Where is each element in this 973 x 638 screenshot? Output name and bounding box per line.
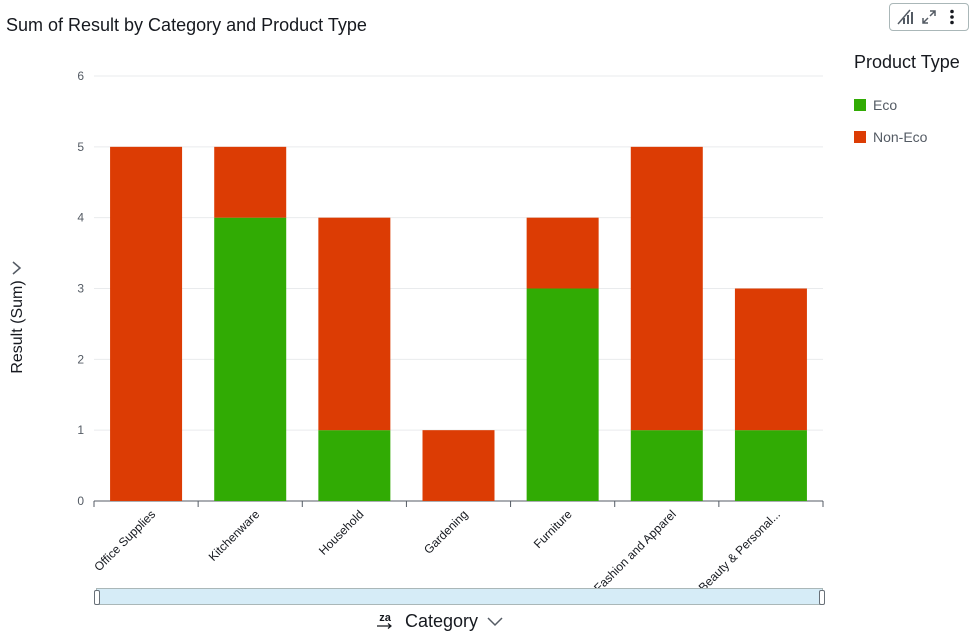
bar-eco bbox=[526, 288, 599, 501]
sort-descending-icon[interactable]: za bbox=[377, 611, 393, 629]
bar-non-eco bbox=[422, 430, 495, 501]
x-tick-label: Fashion and Apparel bbox=[591, 507, 679, 595]
bar-eco bbox=[734, 430, 807, 501]
x-axis-scrollbar[interactable] bbox=[94, 588, 825, 605]
y-tick-label: 2 bbox=[77, 352, 84, 366]
legend-title: Product Type bbox=[854, 52, 960, 72]
y-axis-title-area[interactable]: Result (Sum) bbox=[0, 262, 36, 392]
x-tick-label: Gardening bbox=[421, 507, 471, 557]
legend-swatch-eco bbox=[854, 99, 866, 111]
legend-swatch-non-eco bbox=[854, 131, 866, 143]
y-tick-label: 5 bbox=[77, 140, 84, 154]
bar-eco bbox=[214, 217, 287, 501]
scrollbar-left-handle[interactable] bbox=[94, 590, 100, 605]
bar-eco bbox=[318, 430, 391, 501]
x-tick-label: Household bbox=[316, 507, 366, 557]
expand-icon[interactable] bbox=[918, 6, 940, 28]
y-axis-title: Result (Sum) bbox=[9, 280, 26, 374]
y-tick-label: 6 bbox=[77, 69, 84, 83]
x-tick-label: Beauty & Personal... bbox=[696, 507, 783, 594]
chevron-down-icon[interactable] bbox=[486, 615, 504, 627]
x-axis-title-control[interactable]: za Category bbox=[377, 608, 504, 634]
legend-label-eco: Eco bbox=[873, 97, 898, 113]
scrollbar-right-handle[interactable] bbox=[819, 590, 825, 605]
bar-chart-icon[interactable] bbox=[895, 6, 917, 28]
x-tick-label: Furniture bbox=[531, 507, 575, 551]
y-tick-label: 4 bbox=[77, 211, 84, 225]
y-tick-label: 1 bbox=[77, 423, 84, 437]
legend: Product Type Eco Non-Eco bbox=[854, 52, 960, 159]
bar-non-eco bbox=[526, 217, 599, 289]
x-tick-label: Kitchenware bbox=[206, 507, 263, 564]
y-tick-label: 0 bbox=[77, 494, 84, 508]
legend-item-eco[interactable]: Eco bbox=[854, 95, 960, 115]
y-tick-label: 3 bbox=[77, 282, 84, 296]
bar-non-eco bbox=[630, 146, 703, 431]
sort-icon-text: za bbox=[379, 611, 391, 624]
bar-non-eco bbox=[214, 146, 287, 218]
bar-non-eco bbox=[110, 146, 183, 502]
legend-label-non-eco: Non-Eco bbox=[873, 129, 928, 145]
bar-non-eco bbox=[734, 288, 807, 431]
y-axis-chevron-icon[interactable] bbox=[9, 260, 25, 276]
x-tick-label: Office Supplies bbox=[91, 507, 158, 574]
x-axis-title: Category bbox=[405, 610, 479, 631]
visual-toolbar bbox=[889, 3, 969, 31]
bar-non-eco bbox=[318, 217, 391, 431]
chart-title: Sum of Result by Category and Product Ty… bbox=[6, 15, 367, 35]
more-vertical-icon[interactable] bbox=[941, 6, 963, 28]
legend-item-non-eco[interactable]: Non-Eco bbox=[854, 127, 960, 147]
bar-eco bbox=[630, 430, 703, 501]
